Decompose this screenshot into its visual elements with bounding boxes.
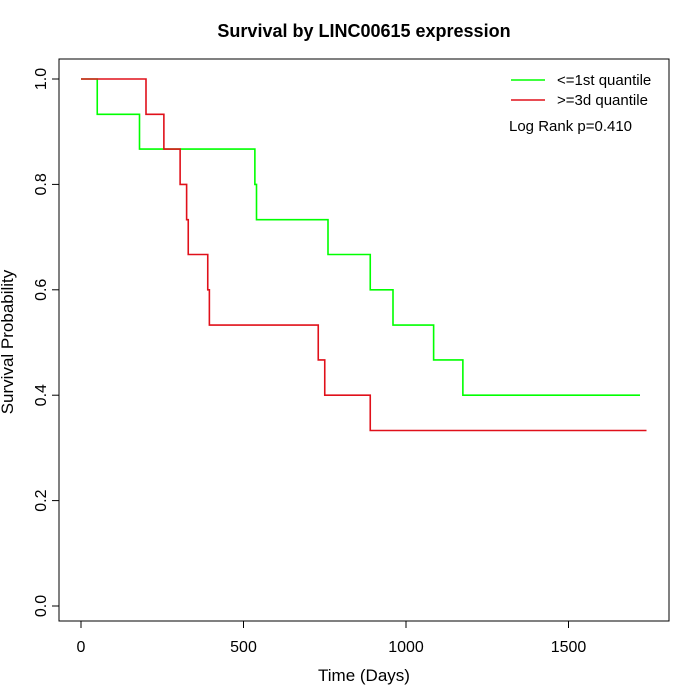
y-tick-label: 0.2 (33, 489, 50, 511)
x-axis-label: Time (Days) (318, 666, 410, 685)
y-tick-label: 0.6 (33, 279, 50, 301)
y-tick-label: 1.0 (33, 68, 50, 90)
chart-title: Survival by LINC00615 expression (217, 21, 510, 41)
series-line-1 (81, 78, 640, 396)
x-tick-label: 500 (230, 639, 257, 656)
y-tick-label: 0.4 (33, 384, 50, 406)
series-layer (81, 78, 647, 432)
legend-label-2: >=3d quantile (557, 92, 648, 109)
legend: <=1st quantile >=3d quantile (511, 72, 651, 109)
x-tick-label: 1000 (388, 639, 424, 656)
series-line-2 (81, 78, 647, 432)
y-tick-label: 0.0 (33, 595, 50, 617)
log-rank-annotation: Log Rank p=0.410 (509, 118, 632, 135)
y-axis: 0.0 0.2 0.4 0.6 0.8 1.0 (33, 68, 60, 617)
legend-label-1: <=1st quantile (557, 72, 651, 89)
plot-frame (58, 58, 670, 622)
x-axis: 0 500 1000 1500 (77, 620, 587, 656)
x-tick-label: 0 (77, 639, 86, 656)
y-axis-label: Survival Probability (0, 269, 17, 414)
x-tick-label: 1500 (551, 639, 587, 656)
y-tick-label: 0.8 (33, 173, 50, 195)
